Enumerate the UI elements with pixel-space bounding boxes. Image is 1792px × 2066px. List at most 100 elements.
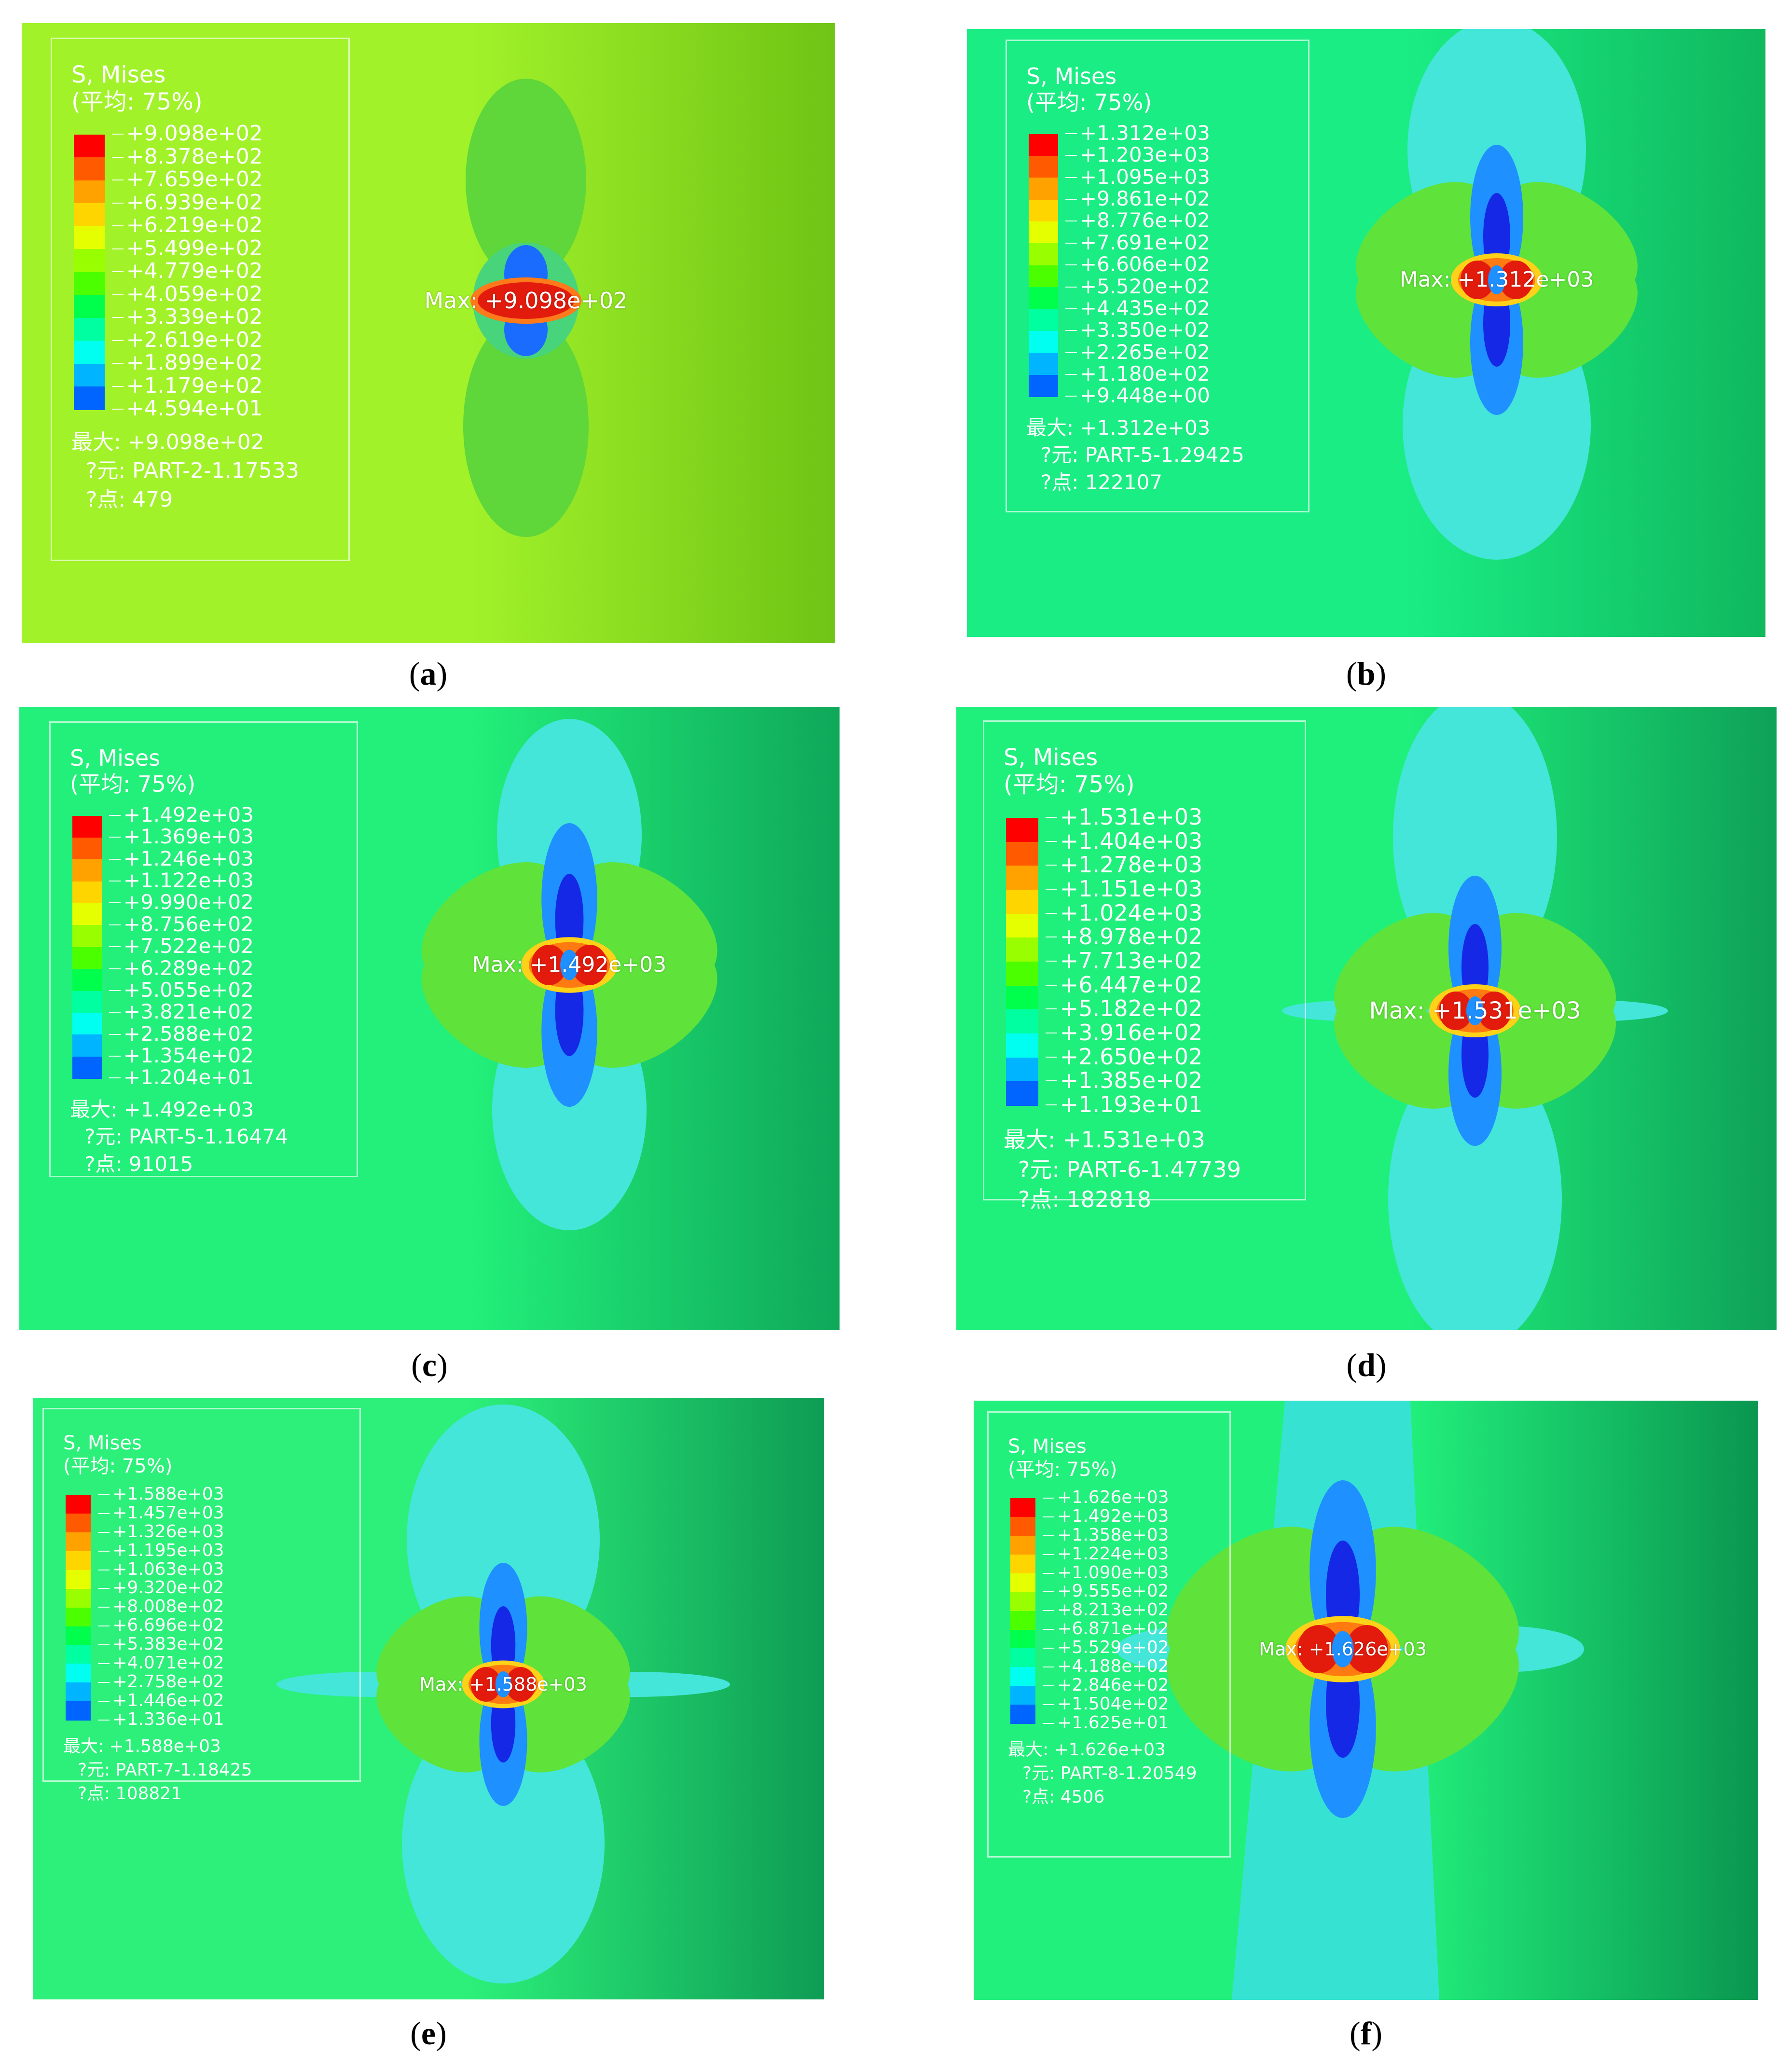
legend-swatch	[1029, 221, 1058, 244]
legend-swatch	[66, 1645, 91, 1665]
legend-swatch	[1010, 1573, 1036, 1593]
legend-tick-label: +9.861e+02	[1065, 187, 1210, 211]
legend-swatch	[1029, 134, 1058, 157]
stress-legend: S, Mises (平均: 75%) +9.098e+02 +8.378e+02 +7.…	[51, 38, 350, 561]
legend-swatch	[66, 1495, 91, 1515]
legend-tick-label: +1.203e+03	[1065, 143, 1210, 167]
legend-swatch	[1029, 199, 1058, 222]
legend-swatch	[1006, 1009, 1038, 1034]
legend-tick-label: +4.435e+02	[1065, 296, 1210, 320]
legend-averaging: (平均: 75%)	[1008, 1459, 1117, 1481]
legend-title: S, Mises	[1004, 744, 1098, 771]
legend-swatch	[1010, 1648, 1036, 1668]
legend-tick-label: +2.265e+02	[1065, 340, 1210, 364]
legend-node-id: ?点: 108821	[78, 1783, 182, 1804]
legend-swatch	[72, 881, 102, 904]
panel-caption: (f)	[1350, 2015, 1382, 2052]
legend-swatch	[1010, 1705, 1036, 1724]
legend-swatch	[1006, 937, 1038, 962]
legend-tick-label: +3.821e+02	[109, 1000, 254, 1024]
legend-swatch	[1010, 1498, 1036, 1518]
legend-swatch	[1029, 156, 1058, 179]
model-surface	[19, 707, 840, 1330]
legend-tick-label: +5.520e+02	[1065, 274, 1210, 298]
contour-cyan-lobe-lower	[1388, 1049, 1562, 1330]
panel-caption: (c)	[411, 1347, 448, 1383]
legend-tick-label: +2.650e+02	[1045, 1043, 1203, 1070]
legend-tick-label: +1.195e+03	[98, 1540, 224, 1560]
legend-tick-label: +1.504e+02	[1043, 1694, 1169, 1714]
legend-swatch	[74, 180, 105, 204]
contour-blue-center	[1488, 265, 1505, 294]
legend-tick-label: +1.492e+03	[109, 803, 254, 826]
legend-tick-label: +6.871e+02	[1043, 1619, 1169, 1639]
contour-blue-center	[495, 1671, 511, 1697]
legend-tick-label: +9.448e+00	[1065, 384, 1210, 408]
legend-swatch	[1006, 866, 1038, 890]
legend-tick-label: +6.939e+02	[111, 190, 263, 215]
legend-tick-label: +8.978e+02	[1045, 923, 1203, 950]
legend-tick-label: +7.691e+02	[1065, 230, 1210, 254]
contour-plot	[19, 707, 840, 1330]
legend-element-id: ?元: PART-8-1.20549	[1022, 1763, 1197, 1784]
legend-color-ramp	[1029, 134, 1058, 397]
legend-tick-label: +1.625e+01	[1043, 1712, 1169, 1733]
max-stress-label: Max: +1.531e+03	[1369, 997, 1581, 1024]
legend-swatch	[1006, 1033, 1038, 1058]
legend-node-id: ?点: 479	[86, 487, 173, 512]
legend-tick-label: +3.339e+02	[111, 304, 263, 330]
legend-tick-label: +1.492e+03	[1043, 1506, 1169, 1526]
legend-tick-label: +2.619e+02	[111, 327, 263, 352]
legend-title: S, Mises	[70, 745, 161, 771]
legend-swatch	[72, 991, 102, 1013]
legend-swatch	[1029, 353, 1058, 375]
legend-tick-label: +1.246e+03	[109, 846, 254, 870]
stress-legend: S, Mises (平均: 75%) +1.312e+03 +1.203e+03 +1.…	[1006, 40, 1310, 512]
legend-swatch	[74, 341, 105, 364]
legend-max-value: 最大: +9.098e+02	[71, 429, 264, 455]
contour-blue-center	[1466, 996, 1484, 1025]
legend-tick-label: +7.522e+02	[109, 934, 254, 958]
panel-caption: (e)	[410, 2015, 447, 2052]
legend-swatch	[74, 317, 105, 342]
stress-contour-field	[1282, 707, 1668, 1330]
legend-swatch	[1006, 913, 1038, 938]
legend-element-id: ?元: PART-5-1.29425	[1041, 443, 1244, 467]
legend-tick-label: +2.588e+02	[109, 1021, 254, 1046]
legend-tick-label: +1.063e+03	[98, 1559, 224, 1579]
legend-tick-label: +6.696e+02	[98, 1615, 224, 1636]
legend-swatch	[72, 815, 102, 839]
legend-swatch	[1029, 287, 1058, 310]
legend-tick-label: +1.626e+03	[1043, 1488, 1169, 1507]
legend-tick-label: +1.354e+02	[109, 1043, 254, 1067]
legend-color-ramp	[74, 134, 105, 410]
panel-caption: (d)	[1346, 1347, 1387, 1383]
legend-swatch	[1010, 1611, 1036, 1630]
legend-swatch	[74, 226, 105, 250]
contour-red-left	[531, 945, 567, 985]
legend-swatch	[72, 947, 102, 970]
legend-swatch	[66, 1514, 91, 1533]
legend-tick-label: +1.312e+03	[1065, 121, 1210, 145]
legend-swatch	[1010, 1555, 1036, 1574]
legend-tick-label: +1.024e+03	[1045, 899, 1203, 926]
stress-legend: S, Mises (平均: 75%) +1.588e+03 +1.457e+03 +1.…	[42, 1408, 361, 1802]
legend-tick-label: +8.008e+02	[98, 1597, 224, 1617]
legend-color-ramp	[1010, 1498, 1036, 1724]
legend-node-id: ?点: 122107	[1041, 470, 1163, 495]
legend-swatch	[74, 249, 105, 273]
contour-plot	[956, 707, 1777, 1330]
contour-plot	[33, 1398, 824, 1999]
contour-red-right	[1499, 261, 1533, 299]
legend-tick-label: +1.336e+01	[98, 1709, 224, 1729]
legend-color-ramp	[1006, 817, 1038, 1106]
legend-swatch	[72, 859, 102, 882]
legend-swatch	[1010, 1686, 1036, 1706]
contour-red-right	[572, 945, 607, 985]
legend-swatch	[1006, 841, 1038, 867]
legend-tick-label: +9.990e+02	[109, 890, 254, 914]
legend-swatch	[66, 1588, 91, 1608]
legend-swatch	[72, 1012, 102, 1035]
contour-red-left	[1439, 992, 1473, 1030]
legend-tick-label: +1.899e+02	[111, 350, 263, 375]
